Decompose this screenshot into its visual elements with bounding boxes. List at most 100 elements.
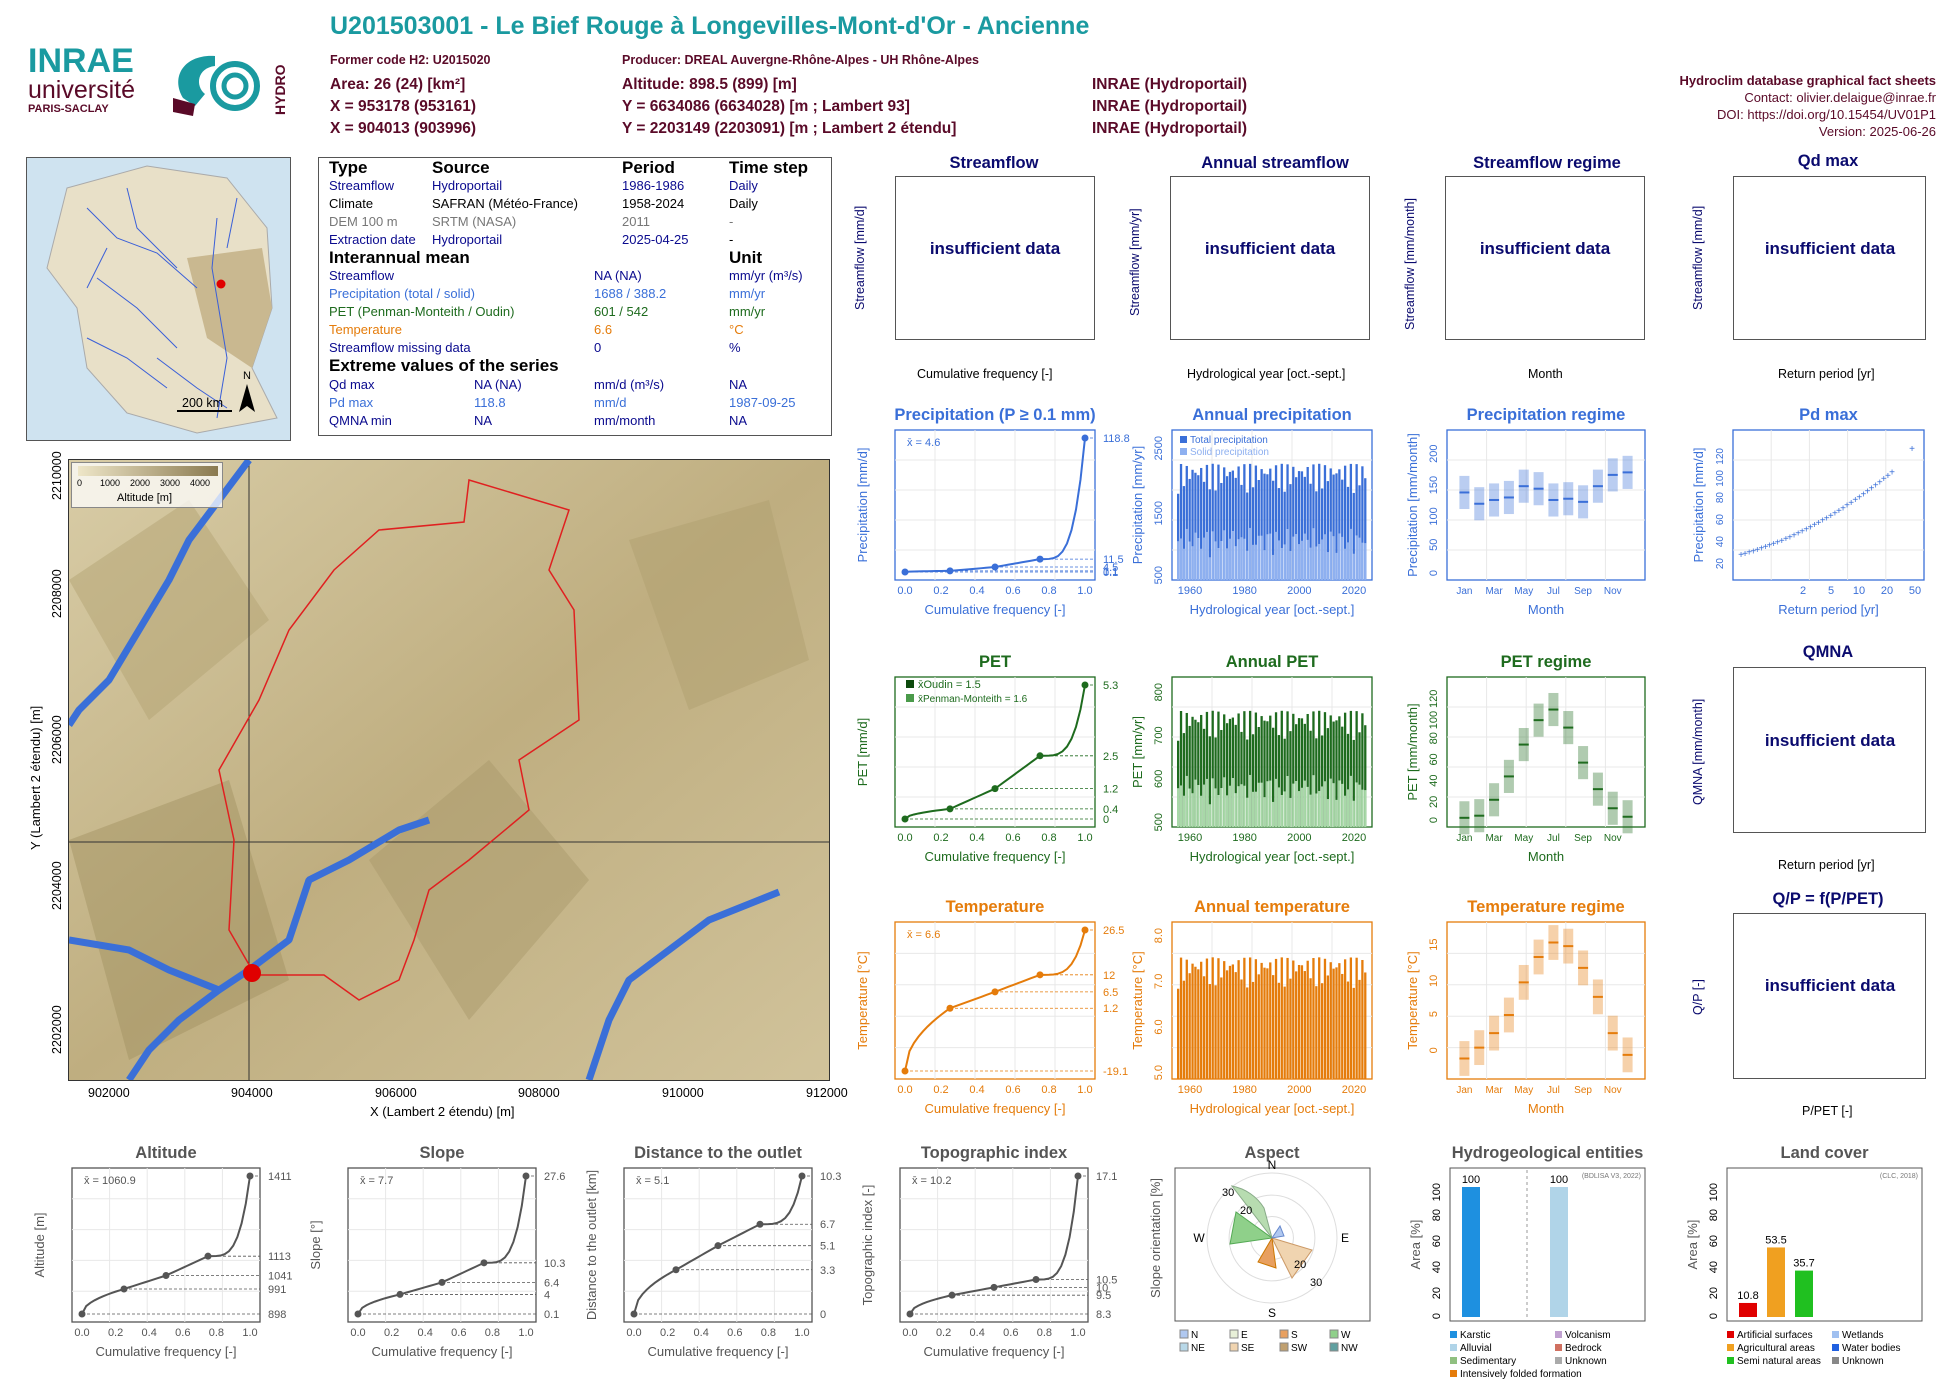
pd-max-point: + <box>1861 489 1867 500</box>
pd-max-point: + <box>1824 513 1830 524</box>
annual-precip-bar <box>1323 465 1327 580</box>
annual-precip-bar <box>1225 476 1229 580</box>
precip-regime-ytick: 100 <box>1428 507 1440 525</box>
pet-regime-xtick: Sep <box>1574 833 1592 844</box>
temp-cdf-frame <box>894 921 1096 1080</box>
qmna-box <box>1733 667 1926 833</box>
pet-legend-swatch <box>906 680 914 688</box>
temp-cdf-xtick: 1.0 <box>1077 1084 1092 1096</box>
annual-pet-bar-secondary <box>1263 797 1266 827</box>
precip-regime-title: Precipitation regime <box>1467 406 1626 424</box>
annual-temp-bar <box>1280 957 1283 1079</box>
temp-regime-ytick: 5 <box>1428 1011 1440 1017</box>
annual-pet-bar <box>1323 712 1327 827</box>
annual-precip-bar <box>1263 473 1266 580</box>
annual-precip-bar-secondary <box>1197 538 1200 580</box>
hydrogeo-legend-swatch <box>1450 1344 1457 1351</box>
aspect-ring <box>1206 1172 1338 1304</box>
pd-max-point: + <box>1763 542 1769 553</box>
qp-xlabel: P/PET [-] <box>1802 1104 1853 1118</box>
annual-precip-bar-secondary <box>1349 528 1353 580</box>
annual-pet-bar <box>1272 727 1275 827</box>
annual-pet-bar <box>1240 731 1243 827</box>
db-info: Hydroclim database graphical fact sheets… <box>1680 72 1936 140</box>
ram-icon <box>173 55 260 116</box>
legend-tick: 0 <box>77 478 83 488</box>
annual-pet-bar-secondary <box>1355 782 1358 827</box>
temp-regime-ytick: 15 <box>1428 939 1440 951</box>
legend-tick: 1000 <box>100 478 121 488</box>
hydrogeo-legend-swatch <box>1555 1344 1562 1351</box>
annual-temp-bar <box>1277 982 1281 1079</box>
mean-value: 1688 / 388.2 <box>594 286 667 301</box>
annual-precip-bar <box>1179 464 1183 580</box>
annual-precip-bar <box>1274 465 1278 580</box>
y-lambert2: Y = 2203149 (2203091) [m ; Lambert 2 éte… <box>622 120 957 137</box>
annual-precip-bar-secondary <box>1231 530 1234 580</box>
altitude: Altitude: 898.5 (899) [m] <box>622 76 797 93</box>
annual-temp-bar <box>1269 962 1272 1079</box>
landcover-legend-swatch <box>1832 1357 1839 1364</box>
annual-pet-bar <box>1309 730 1312 827</box>
hydrogeo-ytick: 20 <box>1431 1287 1443 1299</box>
aspect-ylabel: Slope orientation [%] <box>1148 1178 1163 1298</box>
annual-precip-bar-secondary <box>1272 554 1275 580</box>
annual-pet-bar-secondary <box>1312 775 1315 827</box>
annual-pet-bar-secondary <box>1295 780 1298 827</box>
annual-precip-bar-secondary <box>1223 530 1226 580</box>
annual-precip-bar-secondary <box>1248 527 1252 580</box>
annual-temp-bar <box>1246 987 1249 1079</box>
precip-cdf-xtick: 0.4 <box>969 585 984 597</box>
annual-precip-bar <box>1269 468 1272 580</box>
annual-precip-bar <box>1306 466 1309 580</box>
temp-cdf-xtick: 0.8 <box>1041 1084 1056 1096</box>
pet-cdf-ylabel-right: 5.3 <box>1103 680 1118 692</box>
annual-pet-bar <box>1179 711 1183 827</box>
annual-precip-bar <box>1280 463 1283 580</box>
annual-temp-bar <box>1182 980 1186 1079</box>
annual-precip-bar <box>1177 493 1180 580</box>
area: Area: 26 (24) [km²] <box>330 76 466 93</box>
annual-precip-bar-secondary <box>1297 544 1301 580</box>
pd-max-point: + <box>1856 492 1862 503</box>
annual-precip-bar <box>1243 464 1246 580</box>
pet-cdf-frame <box>894 676 1096 828</box>
distance-cdf-ylabel-right: 10.3 <box>820 1171 841 1183</box>
annual-temp-bar <box>1240 979 1243 1079</box>
annual-precip-bar <box>1211 463 1214 580</box>
annual-pet-bar <box>1177 740 1180 827</box>
annual-temp-ytick: 6.0 <box>1153 1019 1165 1034</box>
pd-max-frame <box>1732 429 1925 581</box>
annual-pet-bar <box>1225 723 1229 827</box>
annual-precip-bar <box>1246 492 1249 580</box>
landcover-legend-swatch <box>1832 1331 1839 1338</box>
pet-regime-frame <box>1446 676 1646 828</box>
topo-cdf-xtick: 0.2 <box>936 1327 951 1339</box>
annual-precip-bar <box>1191 469 1194 580</box>
annual-precip-bar-secondary <box>1240 537 1243 580</box>
annual-pet-bar-secondary <box>1346 789 1350 827</box>
annual-precip-bar <box>1205 464 1209 580</box>
annual-pet-bar-secondary <box>1202 784 1206 827</box>
slope-cdf-mean: x̄ = 7.7 <box>360 1175 393 1187</box>
pet-cdf-xtick: 0.0 <box>897 832 912 844</box>
aspect-legend-label: S <box>1291 1330 1298 1341</box>
annual-streamflow-msg: insufficient data <box>1204 239 1336 258</box>
annual-pet-bar <box>1217 711 1220 827</box>
annual-precip-bar-secondary <box>1277 540 1281 580</box>
annual-pet-bar-secondary <box>1320 786 1324 827</box>
mean-unit: % <box>729 340 741 355</box>
precip-cdf-title: Precipitation (P ≥ 0.1 mm) <box>894 406 1095 424</box>
pet-regime-ylabel: PET [mm/month] <box>1405 703 1420 800</box>
annual-pet-bar-secondary <box>1220 788 1223 827</box>
annual-streamflow-xlabel: Hydrological year [oct.-sept.] <box>1187 367 1346 381</box>
slope-cdf-ylabel-right: 27.6 <box>544 1171 565 1183</box>
precip-cdf-ylabel: Precipitation [mm/d] <box>855 448 870 563</box>
pd-max-point: + <box>1877 477 1883 488</box>
annual-temp-bar <box>1263 967 1266 1079</box>
hydrogeo-bar-label: 100 <box>1550 1174 1568 1186</box>
inrae-logo: INRAE université PARIS-SACLAY <box>28 44 158 122</box>
row-step: - <box>729 232 734 247</box>
annual-temp-bar <box>1341 973 1344 1079</box>
slope-cdf-xtick: 0.0 <box>350 1327 365 1339</box>
